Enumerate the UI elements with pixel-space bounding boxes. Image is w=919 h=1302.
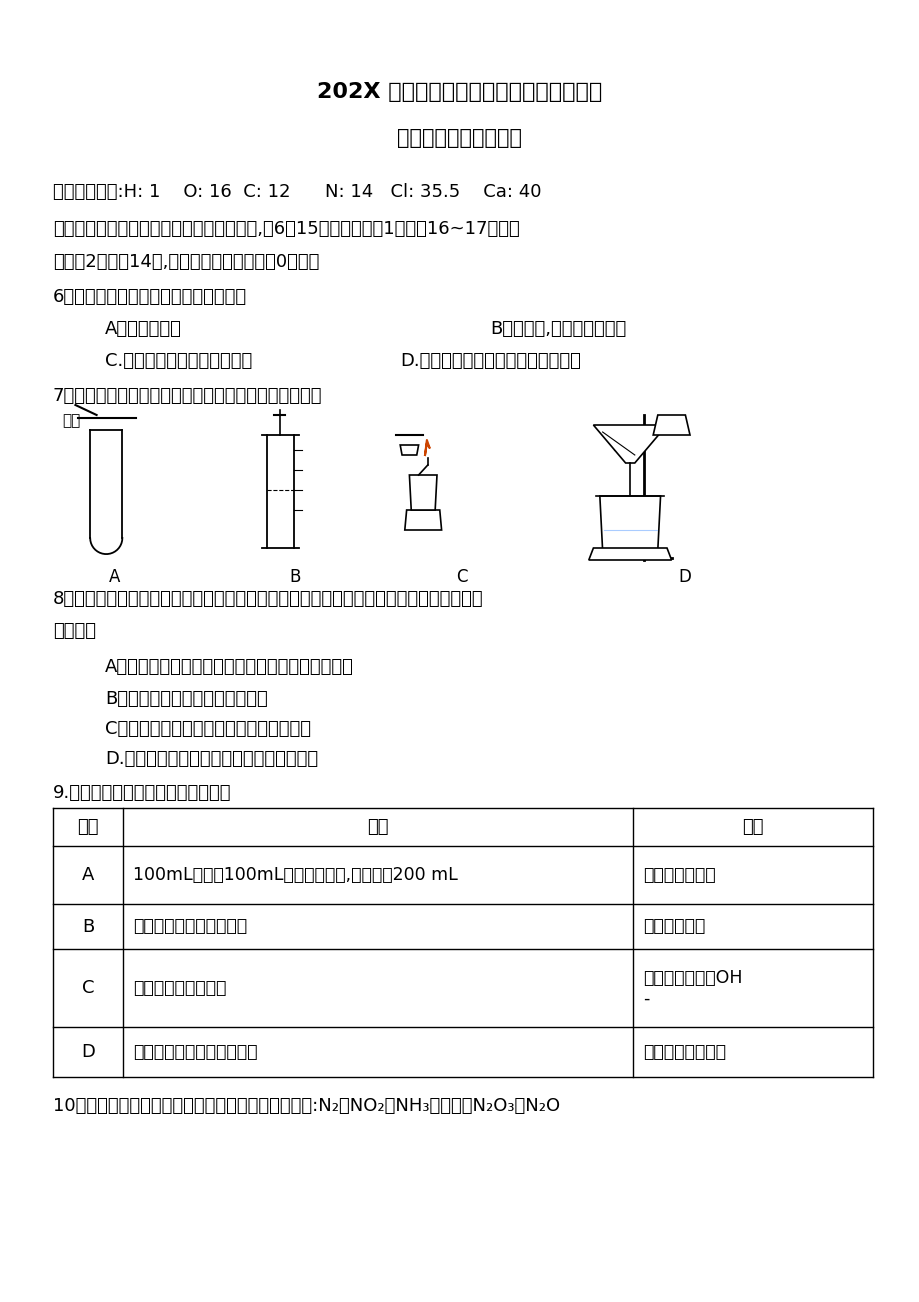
Text: D.二氧化碳气体通入到澄清石灰水中: D.二氧化碳气体通入到澄清石灰水中 bbox=[400, 352, 580, 370]
Text: C．合理施用农药、化肥，以减少水体污染: C．合理施用农药、化肥，以减少水体污染 bbox=[105, 720, 311, 738]
Text: 100mL酒精和100mL水混合在一起,体积小于200 mL: 100mL酒精和100mL水混合在一起,体积小于200 mL bbox=[133, 866, 458, 884]
Bar bbox=[53, 402, 866, 572]
Text: A．洗菜、洗衣、淘米的水用来浇花、拖地、冲厕所: A．洗菜、洗衣、淘米的水用来浇花、拖地、冲厕所 bbox=[105, 658, 354, 676]
Text: B: B bbox=[289, 568, 301, 586]
Text: 分子是可以再分的: 分子是可以再分的 bbox=[642, 1043, 725, 1061]
Text: 6．下列叙述中一定发生了化学变化的是: 6．下列叙述中一定发生了化学变化的是 bbox=[53, 288, 247, 306]
Text: 溶液中存在大量OH
-: 溶液中存在大量OH - bbox=[642, 969, 742, 1008]
Text: B: B bbox=[82, 918, 94, 936]
Polygon shape bbox=[652, 415, 689, 435]
Text: 水通电电解生成氢气和氧气: 水通电电解生成氢气和氧气 bbox=[133, 1043, 257, 1061]
Text: 7．下列各图是初中化学的几个实验操作，其中正确的是: 7．下列各图是初中化学的几个实验操作，其中正确的是 bbox=[53, 387, 323, 405]
Polygon shape bbox=[588, 548, 671, 560]
Text: 分子是运动的: 分子是运动的 bbox=[642, 918, 705, 936]
Text: A．冰融化成水: A．冰融化成水 bbox=[105, 320, 182, 339]
Text: 9.下列事实与相应的解释不一致的是: 9.下列事实与相应的解释不一致的是 bbox=[53, 784, 232, 802]
Polygon shape bbox=[599, 496, 660, 549]
Text: 理科综合试卷化学部分: 理科综合试卷化学部分 bbox=[397, 128, 522, 148]
Text: C.铜棒投入到硫酸亚铁溶液中: C.铜棒投入到硫酸亚铁溶液中 bbox=[105, 352, 252, 370]
Text: 分子是有质量的: 分子是有质量的 bbox=[642, 866, 715, 884]
Text: 现象: 现象 bbox=[367, 818, 389, 836]
Text: A: A bbox=[82, 866, 94, 884]
Text: 氢氧化钠溶液显碱性: 氢氧化钠溶液显碱性 bbox=[133, 979, 226, 997]
Text: 一、选择题（每小题只有一个选项符合题意,第6～15小题，每小题1分，第16~17小题，: 一、选择题（每小题只有一个选项符合题意,第6～15小题，每小题1分，第16~17… bbox=[53, 220, 519, 238]
Text: 相对原子质量:H: 1    O: 16  C: 12      N: 14   Cl: 35.5    Ca: 40: 相对原子质量:H: 1 O: 16 C: 12 N: 14 Cl: 35.5 C… bbox=[53, 184, 541, 201]
Text: 选项: 选项 bbox=[77, 818, 98, 836]
Text: 锌粒: 锌粒 bbox=[62, 413, 80, 428]
Text: B．将活性炭放入硬水中使其软化: B．将活性炭放入硬水中使其软化 bbox=[105, 690, 267, 708]
Text: D: D bbox=[678, 568, 691, 586]
Text: D: D bbox=[81, 1043, 95, 1061]
Text: 202X 年湖北省黄冈市初中毕业生升学考试: 202X 年湖北省黄冈市初中毕业生升学考试 bbox=[317, 82, 602, 102]
Polygon shape bbox=[593, 424, 666, 464]
Text: 解释: 解释 bbox=[742, 818, 763, 836]
Text: 每小题2分，共14分,多选、错选、不选均记0分。）: 每小题2分，共14分,多选、错选、不选均记0分。） bbox=[53, 253, 319, 271]
Polygon shape bbox=[404, 510, 441, 530]
Text: 相符的是: 相符的是 bbox=[53, 622, 96, 641]
Text: 浓盐酸敞口放置浓度变稀: 浓盐酸敞口放置浓度变稀 bbox=[133, 918, 247, 936]
Bar bbox=[53, 809, 872, 1077]
Text: D.加强工业废水的排放监控，坚持达标排放: D.加强工业废水的排放监控，坚持达标排放 bbox=[105, 750, 318, 768]
Polygon shape bbox=[409, 475, 437, 510]
Text: C: C bbox=[456, 568, 467, 586]
Text: A: A bbox=[109, 568, 120, 586]
Text: 10．在日常生活中我们常接触到许多含氮的物质，如:N₂、NO₂、NH₃、ＮＯ、N₂O₃、N₂O: 10．在日常生活中我们常接触到许多含氮的物质，如:N₂、NO₂、NH₃、ＮＯ、N… bbox=[53, 1098, 560, 1115]
Polygon shape bbox=[400, 445, 418, 454]
Text: 8．节约用水和合理开发利用水资源是每个公民应尽的责任和义务，你认为下列做法与之不: 8．节约用水和合理开发利用水资源是每个公民应尽的责任和义务，你认为下列做法与之不 bbox=[53, 590, 483, 608]
Text: B．常温下,氢气与氧气混合: B．常温下,氢气与氧气混合 bbox=[490, 320, 626, 339]
Text: C: C bbox=[82, 979, 94, 997]
